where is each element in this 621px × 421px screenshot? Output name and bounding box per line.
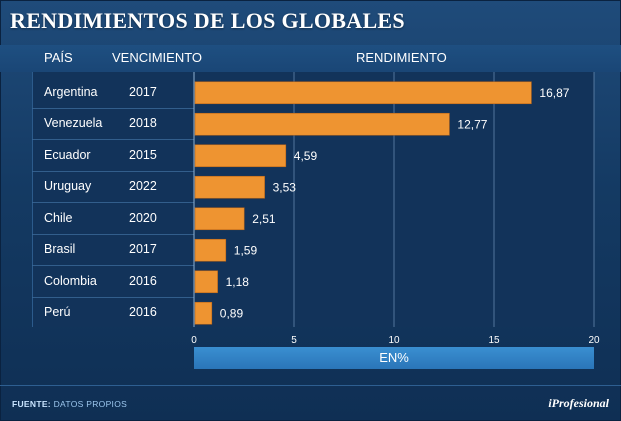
row-separator [32, 296, 194, 298]
x-tick-label: 20 [588, 335, 600, 346]
bar [194, 144, 287, 168]
value-label: 12,77 [457, 117, 487, 131]
source-label: FUENTE: [12, 399, 51, 409]
value-label: 16,87 [539, 86, 569, 100]
country-label: Venezuela [44, 116, 103, 131]
bar [194, 238, 227, 262]
country-label: Uruguay [44, 179, 92, 194]
bar [194, 112, 450, 136]
footer-divider [0, 385, 621, 386]
row-separator [32, 202, 194, 203]
source-text: DATOS PROPIOS [53, 399, 128, 409]
x-tick-label: 0 [191, 335, 197, 346]
country-label: Chile [44, 210, 73, 225]
bar [194, 175, 265, 199]
x-tick-label: 15 [488, 335, 500, 346]
country-label: Ecuador [44, 147, 91, 162]
value-label: 0,89 [220, 306, 244, 320]
row-separator [32, 170, 194, 172]
value-label: 4,59 [294, 149, 318, 163]
header-country: PAÍS [44, 50, 73, 65]
x-tick-label: 10 [388, 335, 400, 346]
maturity-label: 2022 [129, 179, 157, 194]
maturity-label: 2016 [129, 273, 157, 288]
row-separator [32, 233, 194, 235]
x-tick-label: 5 [291, 335, 297, 346]
brand-logo: iProfesional [548, 396, 609, 410]
header-band [0, 45, 621, 72]
maturity-label: 2017 [129, 242, 157, 257]
chart-title: RENDIMIENTOS DE LOS GLOBALES [10, 8, 405, 33]
maturity-label: 2017 [129, 84, 157, 99]
bar [194, 270, 218, 294]
bar [194, 207, 245, 231]
bar [194, 301, 213, 325]
value-label: 1,59 [234, 243, 258, 257]
bar [194, 81, 532, 105]
maturity-label: 2018 [129, 116, 157, 131]
row-separator [32, 265, 194, 266]
row-separator [32, 107, 194, 109]
country-label: Argentina [44, 84, 98, 99]
source-note: FUENTE: DATOS PROPIOS [12, 399, 127, 409]
value-label: 3,53 [273, 180, 297, 194]
value-label: 2,51 [252, 212, 276, 226]
country-label: Colombia [44, 273, 97, 288]
unit-label: EN% [194, 347, 594, 369]
maturity-label: 2020 [129, 210, 157, 225]
header-yield: RENDIMIENTO [356, 50, 447, 65]
maturity-label: 2016 [129, 305, 157, 320]
row-separator [32, 139, 194, 140]
header-maturity: VENCIMIENTO [112, 50, 203, 65]
country-label: Brasil [44, 242, 76, 257]
maturity-label: 2015 [129, 147, 157, 162]
country-label: Perú [44, 305, 71, 320]
value-label: 1,18 [226, 275, 250, 289]
